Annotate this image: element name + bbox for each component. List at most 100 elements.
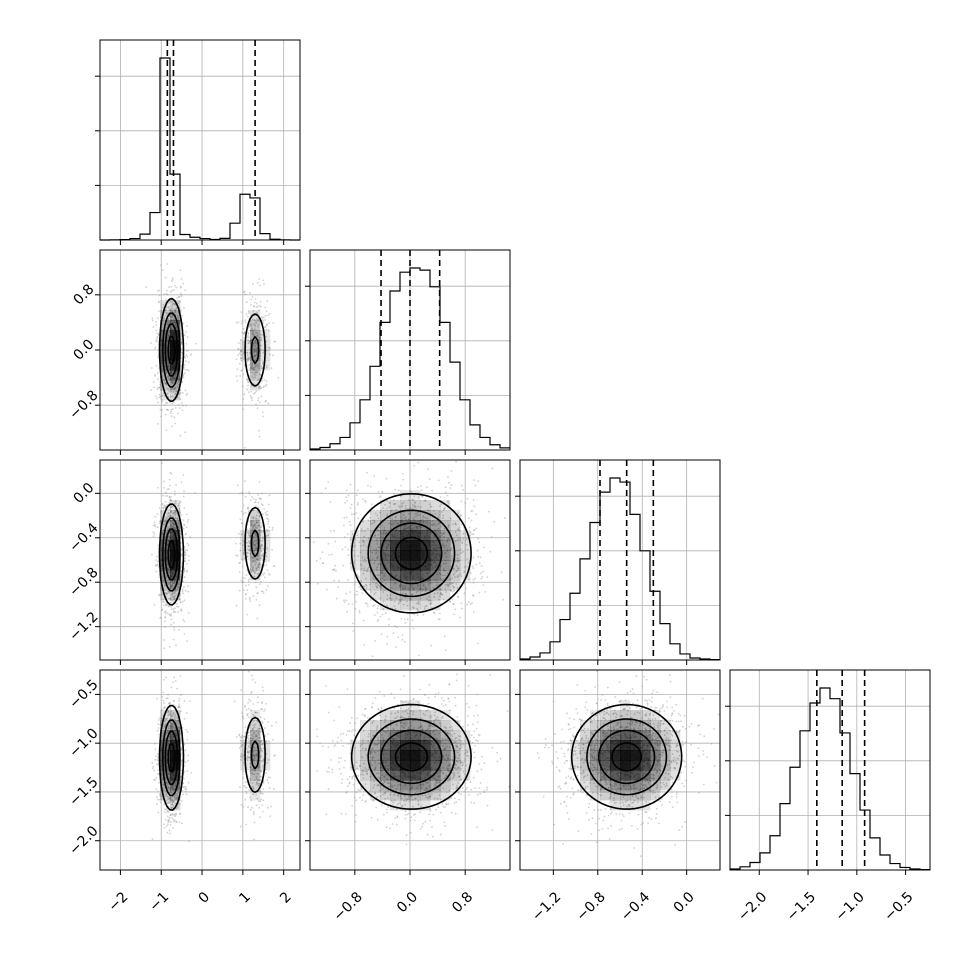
scatter-point: [169, 300, 172, 303]
scatter-point: [241, 533, 243, 536]
scatter-point: [243, 290, 246, 293]
scatter-point: [430, 523, 433, 526]
scatter-point: [173, 580, 176, 583]
scatter-point: [442, 569, 445, 572]
scatter-point: [171, 594, 174, 596]
scatter-point: [259, 300, 262, 303]
scatter-point: [246, 714, 249, 717]
scatter-point: [265, 589, 268, 591]
scatter-point: [371, 551, 374, 554]
scatter-point: [175, 307, 178, 310]
scatter-point: [171, 725, 174, 728]
scatter-point: [352, 545, 355, 548]
scatter-point: [171, 315, 174, 318]
scatter-point: [251, 529, 254, 532]
scatter-point: [171, 408, 174, 410]
scatter-point: [151, 838, 154, 840]
scatter-point: [262, 592, 265, 594]
scatter-point: [260, 339, 262, 341]
scatter-point: [465, 565, 468, 568]
scatter-point: [251, 569, 254, 572]
scatter-point: [168, 572, 171, 574]
scatter-point: [183, 307, 185, 309]
scatter-point: [435, 443, 437, 445]
scatter-point: [184, 360, 187, 363]
scatter-point: [415, 512, 418, 515]
scatter-point: [251, 363, 254, 366]
scatter-point: [240, 491, 243, 494]
scatter-point: [272, 565, 275, 567]
density-cell: [440, 580, 451, 591]
scatter-point: [251, 568, 254, 571]
scatter-point: [170, 382, 173, 384]
scatter-point: [159, 380, 162, 383]
scatter-point: [251, 366, 254, 369]
scatter-point: [513, 582, 515, 584]
scatter-point: [476, 642, 479, 645]
scatter-point: [171, 380, 174, 383]
scatter-point: [244, 480, 247, 482]
scatter-point: [242, 512, 245, 515]
scatter-point: [261, 540, 264, 542]
scatter-point: [254, 366, 256, 368]
scatter-point: [171, 313, 173, 316]
scatter-point: [174, 517, 177, 519]
scatter-point: [247, 531, 249, 534]
density-cell: [390, 570, 401, 581]
scatter-point: [169, 498, 172, 501]
scatter-point: [426, 517, 429, 520]
scatter-point: [168, 581, 171, 584]
density-cell: [360, 570, 371, 581]
scatter-point: [256, 365, 259, 368]
scatter-point: [452, 567, 455, 570]
scatter-point: [467, 601, 470, 604]
scatter-point: [170, 715, 173, 718]
scatter-point: [246, 315, 249, 318]
scatter-point: [160, 361, 163, 364]
scatter-point: [392, 499, 395, 502]
scatter-point: [493, 520, 496, 523]
scatter-point: [166, 697, 169, 700]
scatter-point: [457, 575, 459, 577]
scatter-point: [258, 516, 261, 518]
scatter-point: [255, 331, 257, 334]
scatter-point: [266, 547, 268, 550]
scatter-point: [242, 777, 245, 780]
density-cell: [370, 510, 381, 521]
scatter-point: [468, 517, 470, 520]
density-cell: [250, 520, 261, 531]
density-cell: [430, 580, 441, 591]
scatter-point: [155, 321, 158, 323]
scatter-point: [373, 475, 376, 477]
scatter-point: [377, 551, 380, 553]
scatter-point: [254, 570, 257, 573]
density-cell: [350, 540, 361, 551]
scatter-point: [158, 301, 160, 304]
scatter-point: [170, 510, 172, 512]
scatter-point: [256, 363, 259, 366]
scatter-point: [241, 331, 244, 334]
scatter-point: [363, 499, 366, 502]
scatter-point: [267, 520, 270, 523]
scatter-point: [412, 503, 414, 506]
scatter-point: [392, 632, 395, 634]
scatter-point: [398, 584, 401, 587]
density-cell: [440, 530, 451, 541]
scatter-point: [252, 759, 255, 762]
scatter-point: [443, 532, 445, 534]
scatter-point: [377, 584, 380, 586]
scatter-point: [247, 365, 249, 367]
scatter-point: [250, 325, 253, 327]
scatter-point: [168, 309, 171, 312]
scatter-point: [413, 504, 416, 507]
scatter-point: [343, 536, 346, 538]
scatter-point: [262, 574, 265, 576]
scatter-point: [404, 588, 407, 590]
scatter-point: [253, 368, 256, 371]
scatter-point: [255, 370, 258, 373]
scatter-point: [182, 474, 185, 476]
scatter-point: [179, 601, 182, 604]
scatter-point: [397, 523, 400, 525]
scatter-point: [447, 584, 450, 587]
scatter-point: [388, 534, 390, 537]
